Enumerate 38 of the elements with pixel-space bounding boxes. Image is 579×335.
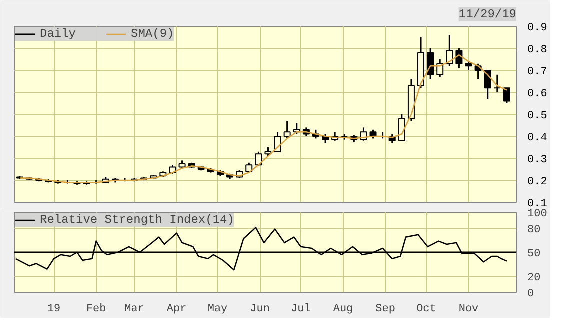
- x-tick-label: Aug: [333, 304, 354, 316]
- candlestick: [398, 114, 406, 142]
- text: 11/29/19: [458, 8, 516, 22]
- x-tick-label: Jun: [250, 304, 270, 316]
- legend-label: Daily: [40, 27, 76, 41]
- y-tick-label: 50: [528, 248, 541, 260]
- candlestick: [284, 120, 291, 140]
- x-tick-label: Jul: [291, 304, 311, 316]
- y-tick-label: 0: [528, 288, 534, 300]
- candlestick: [503, 87, 510, 104]
- y-tick-label: 100: [528, 208, 548, 220]
- y-tick-label: 80: [528, 224, 541, 236]
- legend-label: Relative Strength Index(14): [40, 213, 234, 227]
- y-tick-label: 0.6: [528, 88, 548, 100]
- y-tick-label: 0.2: [528, 176, 548, 188]
- y-tick-label: 0.3: [528, 154, 548, 166]
- y-tick-label: 0.7: [528, 66, 548, 78]
- legend-label: SMA(9): [131, 27, 174, 41]
- x-tick-label: Mar: [124, 304, 144, 316]
- candlestick: [427, 48, 434, 80]
- x-tick-label: Oct: [416, 304, 436, 316]
- x-tick-label: May: [208, 304, 228, 316]
- x-tick-label: Nov: [458, 304, 480, 316]
- y-tick-label: 0.5: [528, 110, 548, 122]
- x-tick-label: Apr: [166, 304, 187, 316]
- candlestick: [494, 74, 501, 94]
- y-tick-label: 0.4: [528, 132, 548, 144]
- y-tick-label: 0.8: [528, 44, 548, 56]
- x-tick-label: Sep: [376, 304, 396, 316]
- y-tick-label: 0.9: [528, 22, 548, 34]
- y-tick-label: 0.1: [528, 198, 548, 210]
- candlestick: [255, 151, 262, 167]
- candlestick: [456, 48, 463, 70]
- x-tick-label: Feb: [86, 304, 106, 316]
- y-tick-label: 20: [528, 272, 541, 284]
- candlestick: [274, 131, 282, 153]
- candlestick: [446, 34, 454, 67]
- x-tick-label: 19: [47, 304, 61, 316]
